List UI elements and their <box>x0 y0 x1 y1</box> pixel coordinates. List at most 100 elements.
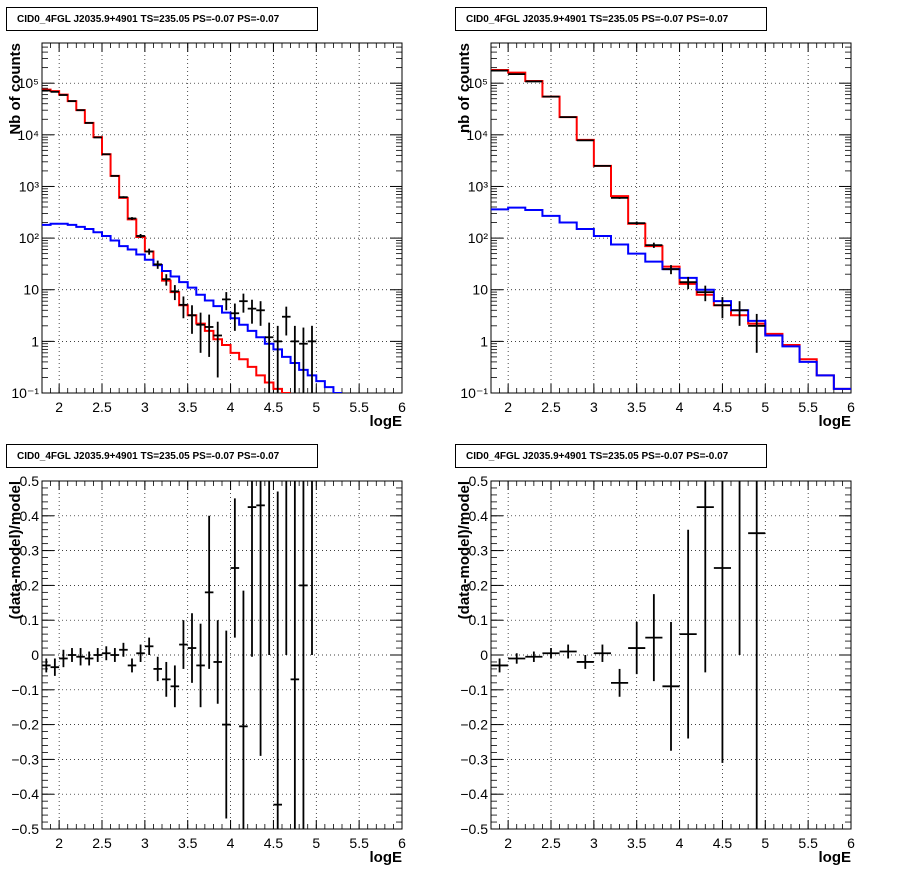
data-point <box>222 630 231 819</box>
data-point <box>222 292 231 311</box>
y-tick-label: 1 <box>480 333 488 349</box>
y-tick-label: 10³ <box>468 178 489 194</box>
y-tick-label: −0.4 <box>460 786 488 802</box>
x-tick-label: 4 <box>676 399 684 415</box>
y-tick-label: 10³ <box>19 178 40 194</box>
y-tick-label: −0.1 <box>11 682 39 698</box>
y-tick-label: 0.3 <box>469 543 489 559</box>
data-point <box>153 260 162 269</box>
x-tick-label: 3 <box>141 835 149 851</box>
x-tick-label: 3.5 <box>178 835 198 851</box>
data-point <box>153 656 162 682</box>
x-tick-label: 4 <box>676 835 684 851</box>
data-point <box>662 621 680 751</box>
x-tick-label: 3.5 <box>178 399 198 415</box>
data-point <box>119 642 128 657</box>
x-tick-label: 6 <box>847 835 855 851</box>
y-tick-label: 0.2 <box>20 577 40 593</box>
y-tick-label: 0 <box>31 647 39 663</box>
x-axis-label: logE <box>370 849 403 866</box>
x-tick-label: 4 <box>227 835 235 851</box>
data-point <box>247 481 257 657</box>
data-point <box>696 481 714 673</box>
chart-counts-right: 2 2.5 3 3.5 4 4.5 5 5.5 6 10⁻¹ 1 10 10² 10³ 10⁴ 10⁵ logE… <box>456 42 855 430</box>
y-tick-label: 0.3 <box>20 543 40 559</box>
data-point <box>84 651 94 666</box>
data-point <box>110 648 120 662</box>
y-tick-label: 0.5 <box>469 473 489 489</box>
x-tick-label: 5.5 <box>798 835 818 851</box>
y-tick-label: 0.4 <box>469 508 489 524</box>
y-tick-label: 10² <box>19 230 40 246</box>
x-tick-label: 2.5 <box>92 835 112 851</box>
x-tick-label: 4.5 <box>713 399 733 415</box>
data-point <box>299 327 308 393</box>
data-point <box>110 175 120 177</box>
data-point <box>290 325 300 393</box>
data-point <box>127 217 137 220</box>
x-tick-label: 2.5 <box>541 835 561 851</box>
y-tick-label: −0.2 <box>460 717 488 733</box>
data-point <box>576 139 594 142</box>
data-point <box>748 313 766 353</box>
data-point <box>247 299 257 324</box>
data-point <box>93 648 102 662</box>
data-point <box>491 658 509 673</box>
y-tick-label: 0.2 <box>469 577 489 593</box>
data-point <box>696 285 714 302</box>
data-point <box>264 322 274 393</box>
plot-pad-residual-right: 2 2.5 3 3.5 4 4.5 5 5.5 6 −0.5 −0.4 −0.3 −0.2 −0.1 0 0.… <box>449 437 898 875</box>
data-point <box>273 325 282 393</box>
x-tick-label: 5 <box>761 399 769 415</box>
x-tick-label: 5.5 <box>349 835 369 851</box>
y-tick-label: −0.1 <box>460 682 488 698</box>
y-tick-label: 10⁻¹ <box>11 385 39 401</box>
data-point <box>256 301 265 326</box>
x-axis-label: logE <box>819 413 852 430</box>
data-point <box>290 481 300 829</box>
data-point <box>102 646 111 661</box>
data-point <box>50 658 60 676</box>
y-tick-label: 10 <box>472 282 488 298</box>
data-point <box>559 644 577 659</box>
x-tick-label: 3 <box>590 399 598 415</box>
data-point <box>67 648 77 662</box>
chart-title: CID0_4FGL J2035.9+4901 TS=235.05 PS=-0.0… <box>6 444 318 468</box>
data-point <box>256 481 265 756</box>
data-point <box>59 649 68 668</box>
data-point <box>76 648 85 666</box>
data-point <box>679 529 697 739</box>
x-tick-label: 6 <box>398 399 406 415</box>
x-tick-label: 4.5 <box>264 399 284 415</box>
data-point <box>162 274 171 286</box>
data-point <box>42 658 51 673</box>
x-tick-label: 5 <box>312 399 320 415</box>
y-tick-label: 10⁴ <box>466 127 488 143</box>
data-point <box>144 637 154 655</box>
x-axis-label: logE <box>370 413 403 430</box>
data-point <box>282 306 291 336</box>
data-point <box>239 293 248 313</box>
data-point <box>213 620 222 704</box>
data-point <box>611 668 629 697</box>
y-tick-label: −0.5 <box>460 821 488 837</box>
y-tick-label: −0.3 <box>460 751 488 767</box>
data-point <box>102 153 111 156</box>
y-tick-label: 10⁵ <box>467 75 488 91</box>
data-point <box>748 481 766 829</box>
chart-title: CID0_4FGL J2035.9+4901 TS=235.05 PS=-0.0… <box>455 444 767 468</box>
data-point <box>187 613 197 683</box>
x-tick-label: 2.5 <box>541 399 561 415</box>
x-tick-label: 5.5 <box>349 399 369 415</box>
x-axis-label: logE <box>819 849 852 866</box>
data-point <box>645 594 663 682</box>
data-point <box>204 314 214 357</box>
y-tick-label: 1 <box>31 333 39 349</box>
model-source-line <box>491 206 851 390</box>
data-point <box>525 651 543 662</box>
x-tick-label: 6 <box>847 399 855 415</box>
data-point <box>662 265 680 275</box>
chart-residual-left: 2 2.5 3 3.5 4 4.5 5 5.5 6 −0.5 −0.4 −0.3 −0.2 −0.1 0 0.… <box>7 473 406 866</box>
data-point <box>307 325 317 393</box>
data-point <box>731 301 749 326</box>
